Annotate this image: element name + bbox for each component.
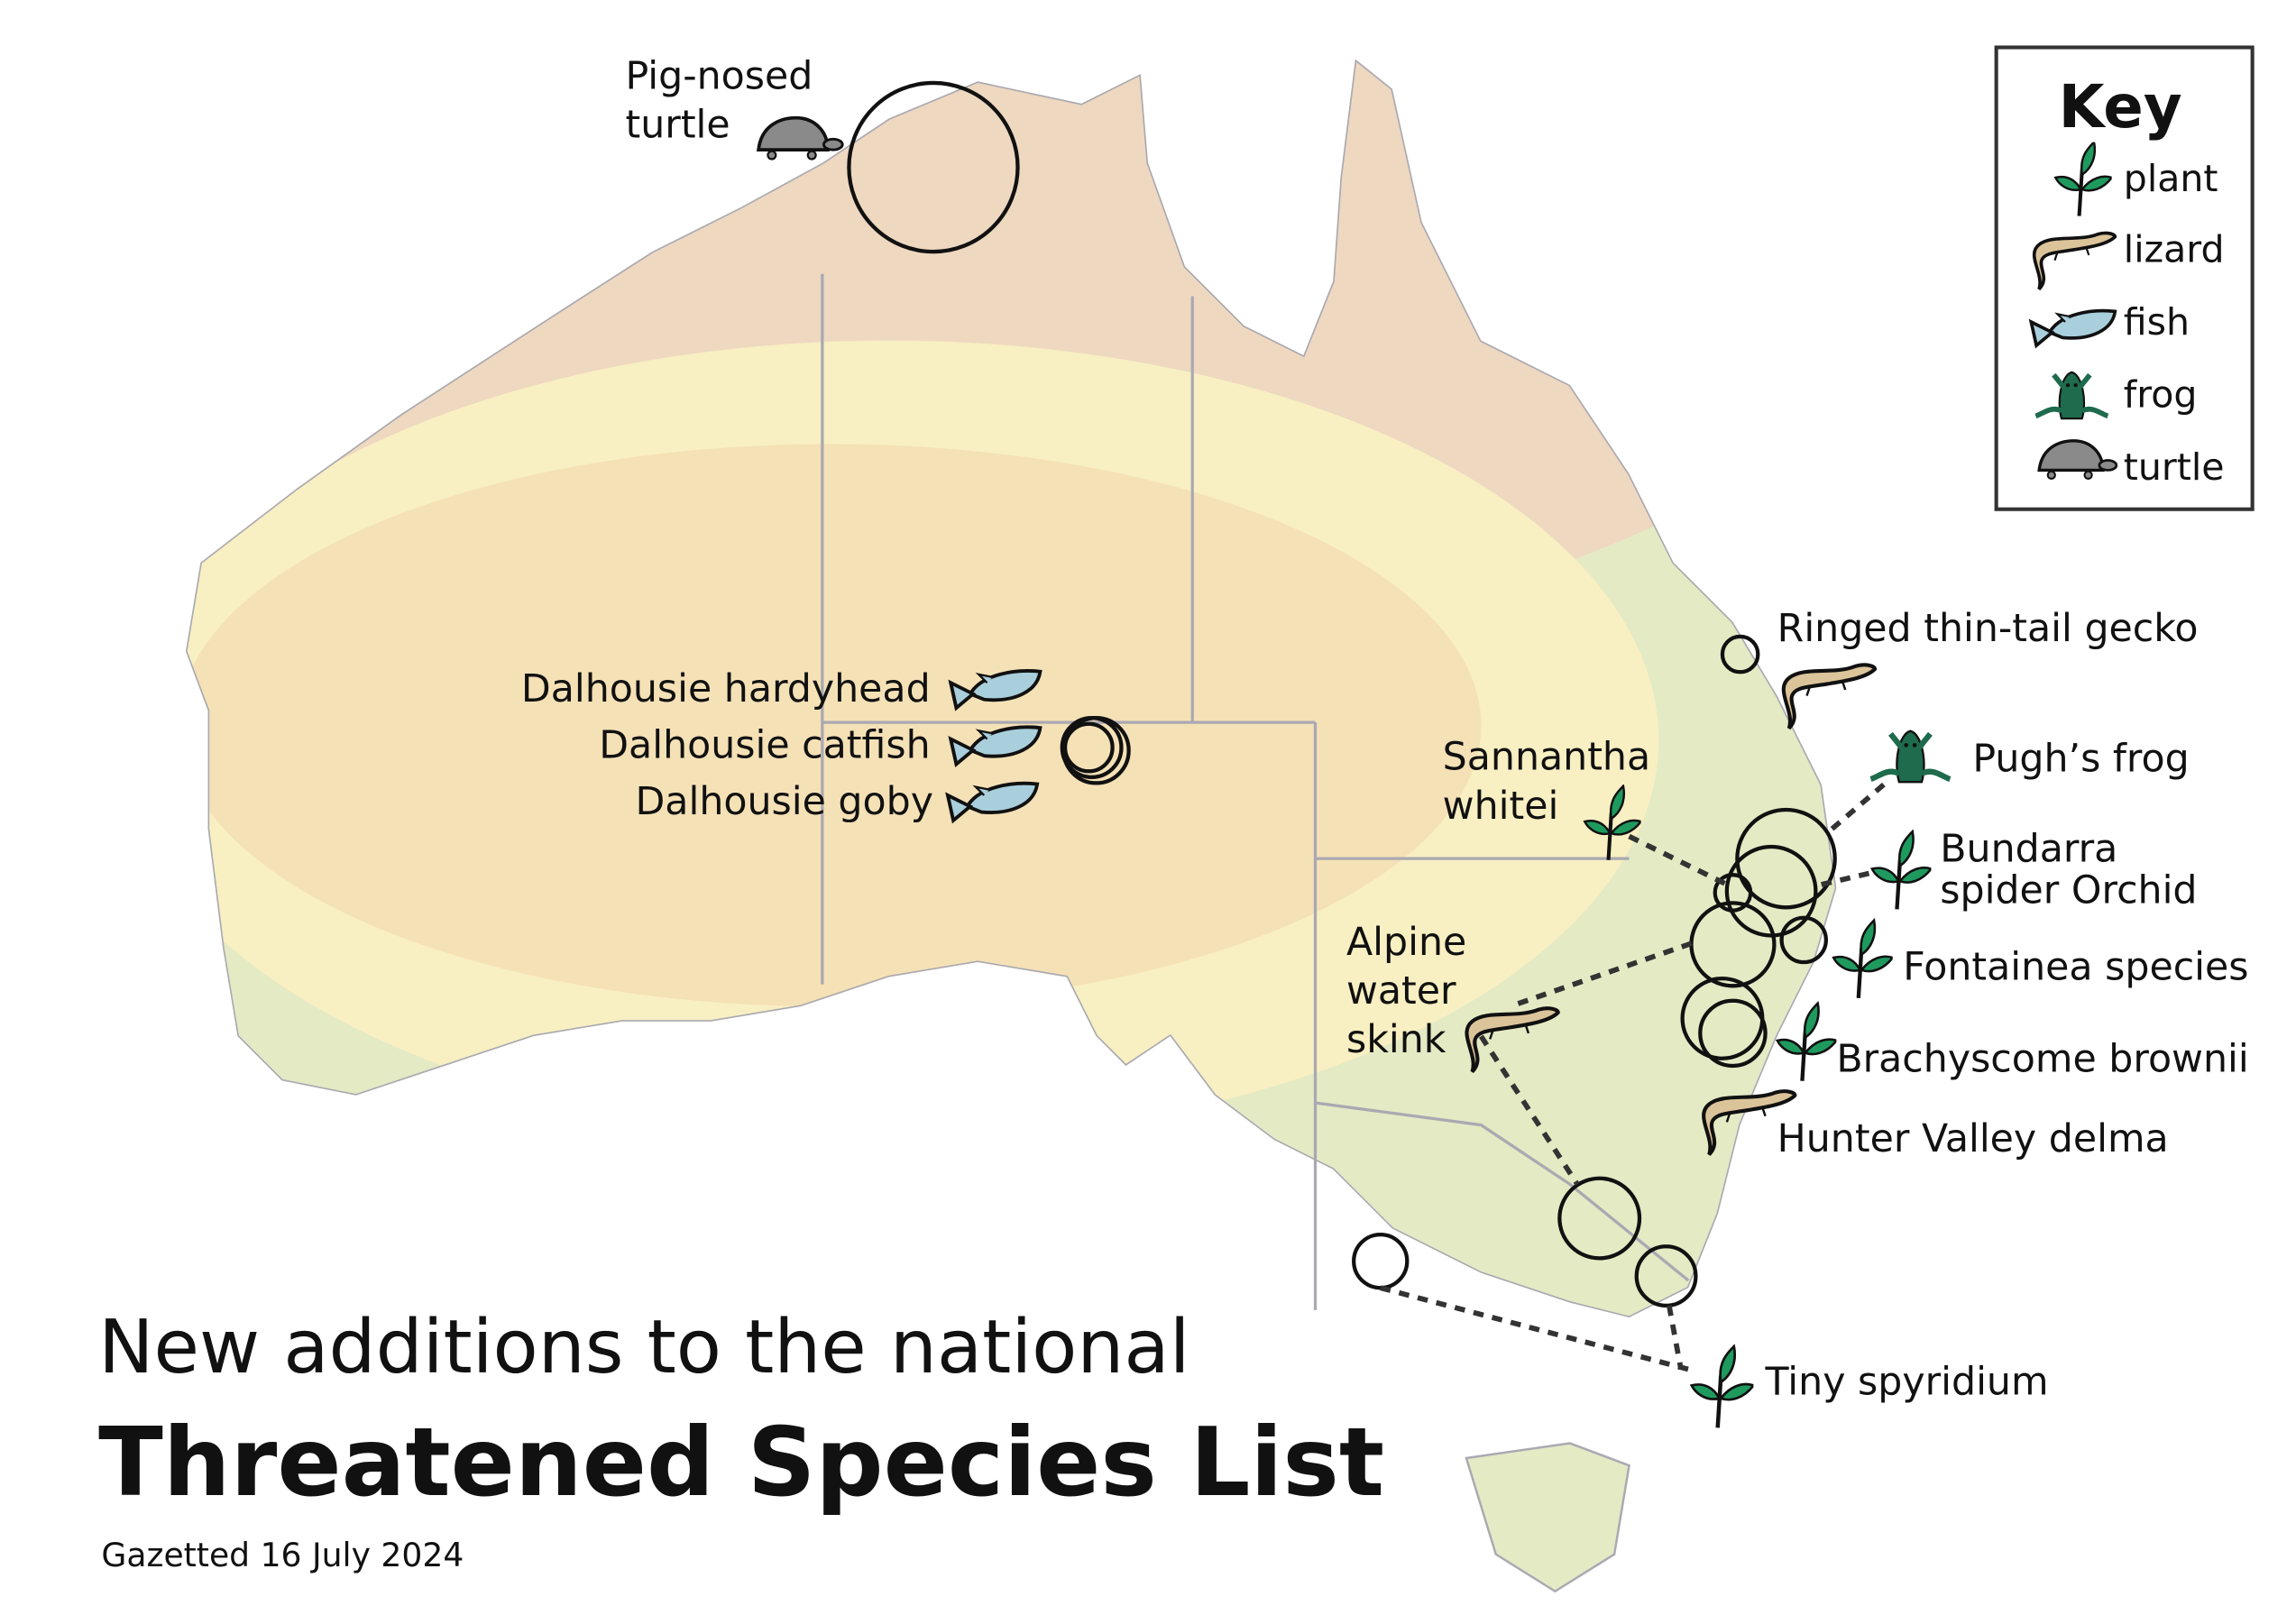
range-bundarra <box>1724 844 1818 938</box>
species-labels: Pig-nosed turtle Dalhousie hardyhead Dal… <box>521 53 2249 1427</box>
label-bundarra: Bundarra spider Orchid <box>1872 826 2198 913</box>
plant-icon <box>1833 921 1893 998</box>
label-pughs-frog: Pugh’s frog <box>1870 731 2190 783</box>
range-pughs-frog <box>1735 807 1837 910</box>
turtle-icon <box>757 115 845 161</box>
label-text: Ringed thin-tail gecko <box>1777 606 2199 651</box>
label-tiny-spyridium: Tiny spyridium <box>1692 1346 2049 1427</box>
gazetted-date: Gazetted 16 July 2024 <box>101 1536 464 1574</box>
tasmania <box>1465 1442 1630 1593</box>
range-pig-nosed-turtle <box>847 80 1020 254</box>
range-tiny-spyridium-west <box>1352 1232 1410 1290</box>
range-sannantha <box>1713 873 1753 913</box>
range-hunter-delma <box>1698 998 1768 1069</box>
label-fontainea: Fontainea species <box>1833 921 2249 998</box>
range-tiny-spyridium-east <box>1634 1244 1698 1308</box>
label-hunter-delma: Hunter Valley delma <box>1704 1091 2169 1161</box>
label-dalhousie-goby: Dalhousie goby <box>635 779 1037 824</box>
label-pig-nosed-turtle: Pig-nosed turtle <box>626 53 845 161</box>
label-text: spider Orchid <box>1940 867 2197 913</box>
key-label-lizard: lizard <box>2124 228 2225 271</box>
label-text: Bundarra <box>1940 826 2117 871</box>
label-text: Dalhousie catfish <box>599 723 930 768</box>
key-label-fish: fish <box>2124 300 2190 344</box>
label-dalhousie-hardyhead: Dalhousie hardyhead <box>521 666 1041 711</box>
leader-lines <box>1379 782 1886 1372</box>
label-text: Pig-nosed <box>626 53 813 98</box>
label-ringed-gecko: Ringed thin-tail gecko <box>1777 606 2199 729</box>
label-text: Brachyscome brownii <box>1836 1037 2248 1082</box>
state-borders <box>821 273 1690 1310</box>
title-block: New additions to the national Threatened… <box>98 1305 1384 1574</box>
label-text: Dalhousie hardyhead <box>521 666 931 711</box>
label-text: whitei <box>1443 784 1559 829</box>
label-text: Hunter Valley delma <box>1777 1116 2169 1161</box>
label-alpine-skink: Alpine water skink <box>1346 920 1558 1072</box>
label-text: water <box>1346 968 1456 1014</box>
lizard-icon <box>1784 665 1875 728</box>
plant-icon <box>1872 831 1932 909</box>
label-sannantha: Sannantha whitei <box>1443 735 1650 860</box>
label-text: Fontainea species <box>1903 945 2248 990</box>
range-alpine-skink-south <box>1557 1176 1642 1261</box>
map-key: Key plant lizard fish frog turtle <box>1994 45 2255 511</box>
label-text: Dalhousie goby <box>635 779 933 824</box>
label-text: Tiny spyridium <box>1765 1359 2049 1404</box>
distribution-circles <box>847 80 1837 1308</box>
key-label-plant: plant <box>2124 157 2218 200</box>
label-dalhousie-catfish: Dalhousie catfish <box>599 723 1040 768</box>
label-text: skink <box>1346 1017 1446 1062</box>
range-fontainea <box>1779 915 1828 965</box>
range-ringed-gecko <box>1720 634 1760 674</box>
label-text: Pugh’s frog <box>1972 736 2189 781</box>
key-title: Key <box>2059 73 2182 142</box>
label-brachyscome: Brachyscome brownii <box>1777 1004 2249 1082</box>
key-label-turtle: turtle <box>2124 445 2225 489</box>
label-text: Alpine <box>1346 920 1466 965</box>
frog-icon <box>1870 731 1950 783</box>
range-dalhousie-3 <box>1061 716 1131 785</box>
title-line-1: New additions to the national <box>98 1305 1189 1390</box>
label-text: turtle <box>626 103 730 148</box>
label-text: Sannantha <box>1443 735 1650 780</box>
plant-icon <box>1692 1346 1754 1427</box>
page-title: Threatened Species List <box>98 1407 1384 1518</box>
key-label-frog: frog <box>2124 372 2198 416</box>
